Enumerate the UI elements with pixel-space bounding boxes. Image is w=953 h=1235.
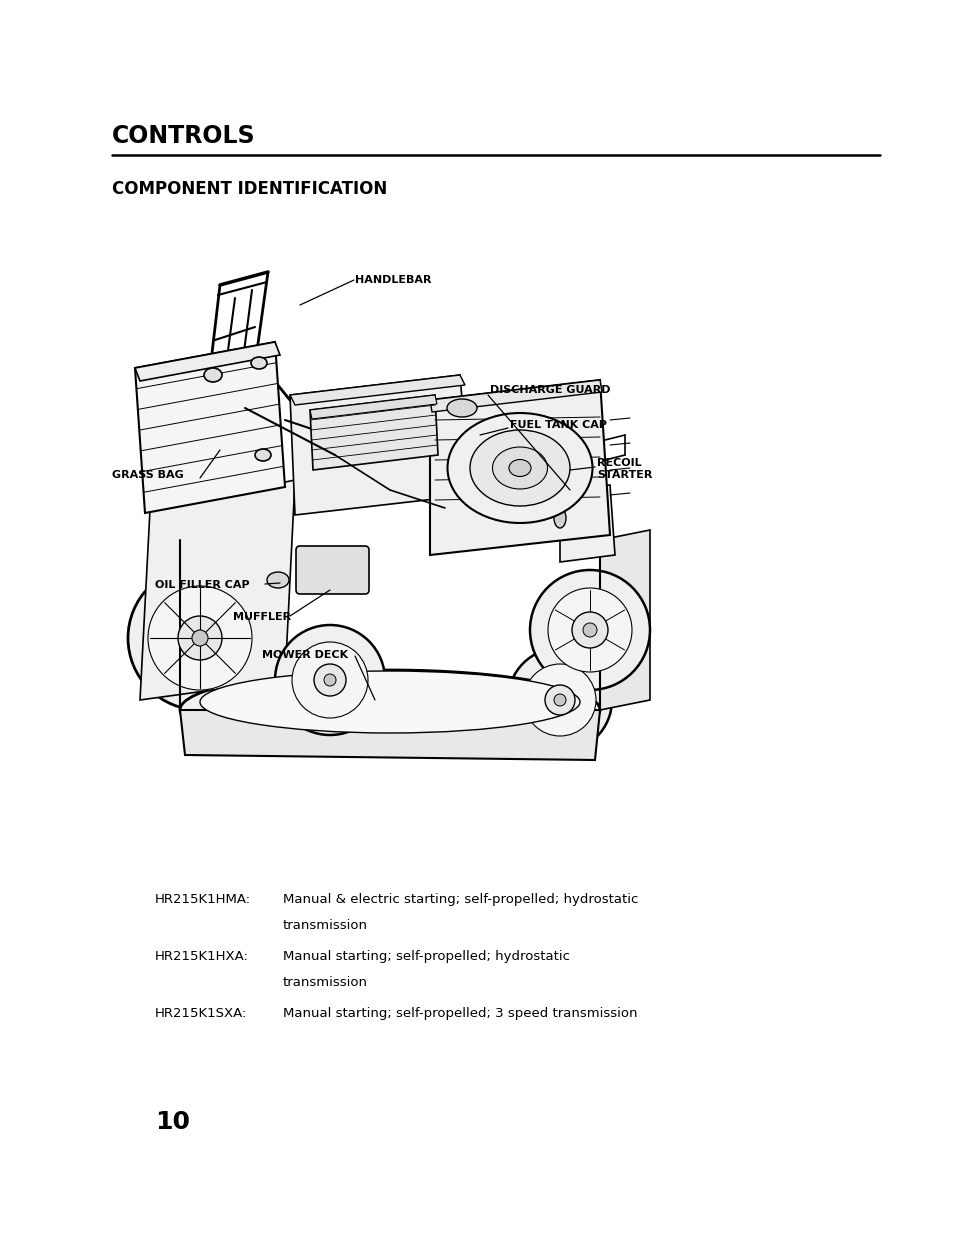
Polygon shape xyxy=(135,342,285,513)
Circle shape xyxy=(572,613,607,648)
Circle shape xyxy=(148,585,252,690)
Circle shape xyxy=(128,566,272,710)
Ellipse shape xyxy=(254,450,271,461)
Circle shape xyxy=(530,571,649,690)
Circle shape xyxy=(582,622,597,637)
Text: MUFFLER: MUFFLER xyxy=(233,613,291,622)
Polygon shape xyxy=(430,380,609,555)
Text: Manual & electric starting; self-propelled; hydrostatic: Manual & electric starting; self-propell… xyxy=(283,893,638,906)
Text: Manual starting; self-propelled; hydrostatic: Manual starting; self-propelled; hydrost… xyxy=(283,950,569,963)
Circle shape xyxy=(274,625,385,735)
Polygon shape xyxy=(559,485,615,562)
Text: FUEL TANK CAP: FUEL TANK CAP xyxy=(510,420,606,430)
Text: transmission: transmission xyxy=(283,919,368,932)
Text: HANDLEBAR: HANDLEBAR xyxy=(355,275,431,285)
Text: HR215K1HMA:: HR215K1HMA: xyxy=(154,893,251,906)
Text: GRASS BAG: GRASS BAG xyxy=(112,471,184,480)
Polygon shape xyxy=(180,710,599,760)
Polygon shape xyxy=(310,395,436,419)
Text: CONTROLS: CONTROLS xyxy=(112,124,255,148)
Ellipse shape xyxy=(251,357,267,369)
Circle shape xyxy=(324,674,335,685)
Polygon shape xyxy=(290,375,470,515)
Ellipse shape xyxy=(447,412,592,522)
Polygon shape xyxy=(430,380,601,412)
Ellipse shape xyxy=(267,572,289,588)
Ellipse shape xyxy=(470,430,569,506)
Ellipse shape xyxy=(509,459,531,477)
Polygon shape xyxy=(599,530,649,710)
Circle shape xyxy=(547,588,631,672)
Circle shape xyxy=(192,630,208,646)
Polygon shape xyxy=(140,480,294,700)
Polygon shape xyxy=(290,375,464,405)
Text: COMPONENT IDENTIFICATION: COMPONENT IDENTIFICATION xyxy=(112,180,387,198)
Text: Manual starting; self-propelled; 3 speed transmission: Manual starting; self-propelled; 3 speed… xyxy=(283,1007,637,1020)
Text: 10: 10 xyxy=(154,1110,190,1134)
Text: MOWER DECK: MOWER DECK xyxy=(262,650,348,659)
FancyBboxPatch shape xyxy=(295,546,369,594)
Text: HR215K1HXA:: HR215K1HXA: xyxy=(154,950,249,963)
Text: transmission: transmission xyxy=(283,976,368,989)
Circle shape xyxy=(507,648,612,752)
Ellipse shape xyxy=(180,671,599,750)
Ellipse shape xyxy=(554,508,565,529)
Text: RECOIL
STARTER: RECOIL STARTER xyxy=(597,458,652,479)
Ellipse shape xyxy=(204,368,222,382)
Text: HR215K1SXA:: HR215K1SXA: xyxy=(154,1007,247,1020)
Circle shape xyxy=(292,642,368,718)
Text: DISCHARGE GUARD: DISCHARGE GUARD xyxy=(490,385,610,395)
Circle shape xyxy=(544,685,575,715)
Ellipse shape xyxy=(200,671,579,734)
Ellipse shape xyxy=(447,399,476,417)
Text: OIL FILLER CAP: OIL FILLER CAP xyxy=(154,580,250,590)
Circle shape xyxy=(314,664,346,697)
Circle shape xyxy=(523,664,596,736)
Circle shape xyxy=(178,616,222,659)
Polygon shape xyxy=(310,395,437,471)
Polygon shape xyxy=(135,342,280,382)
Ellipse shape xyxy=(492,447,547,489)
Circle shape xyxy=(554,694,565,706)
